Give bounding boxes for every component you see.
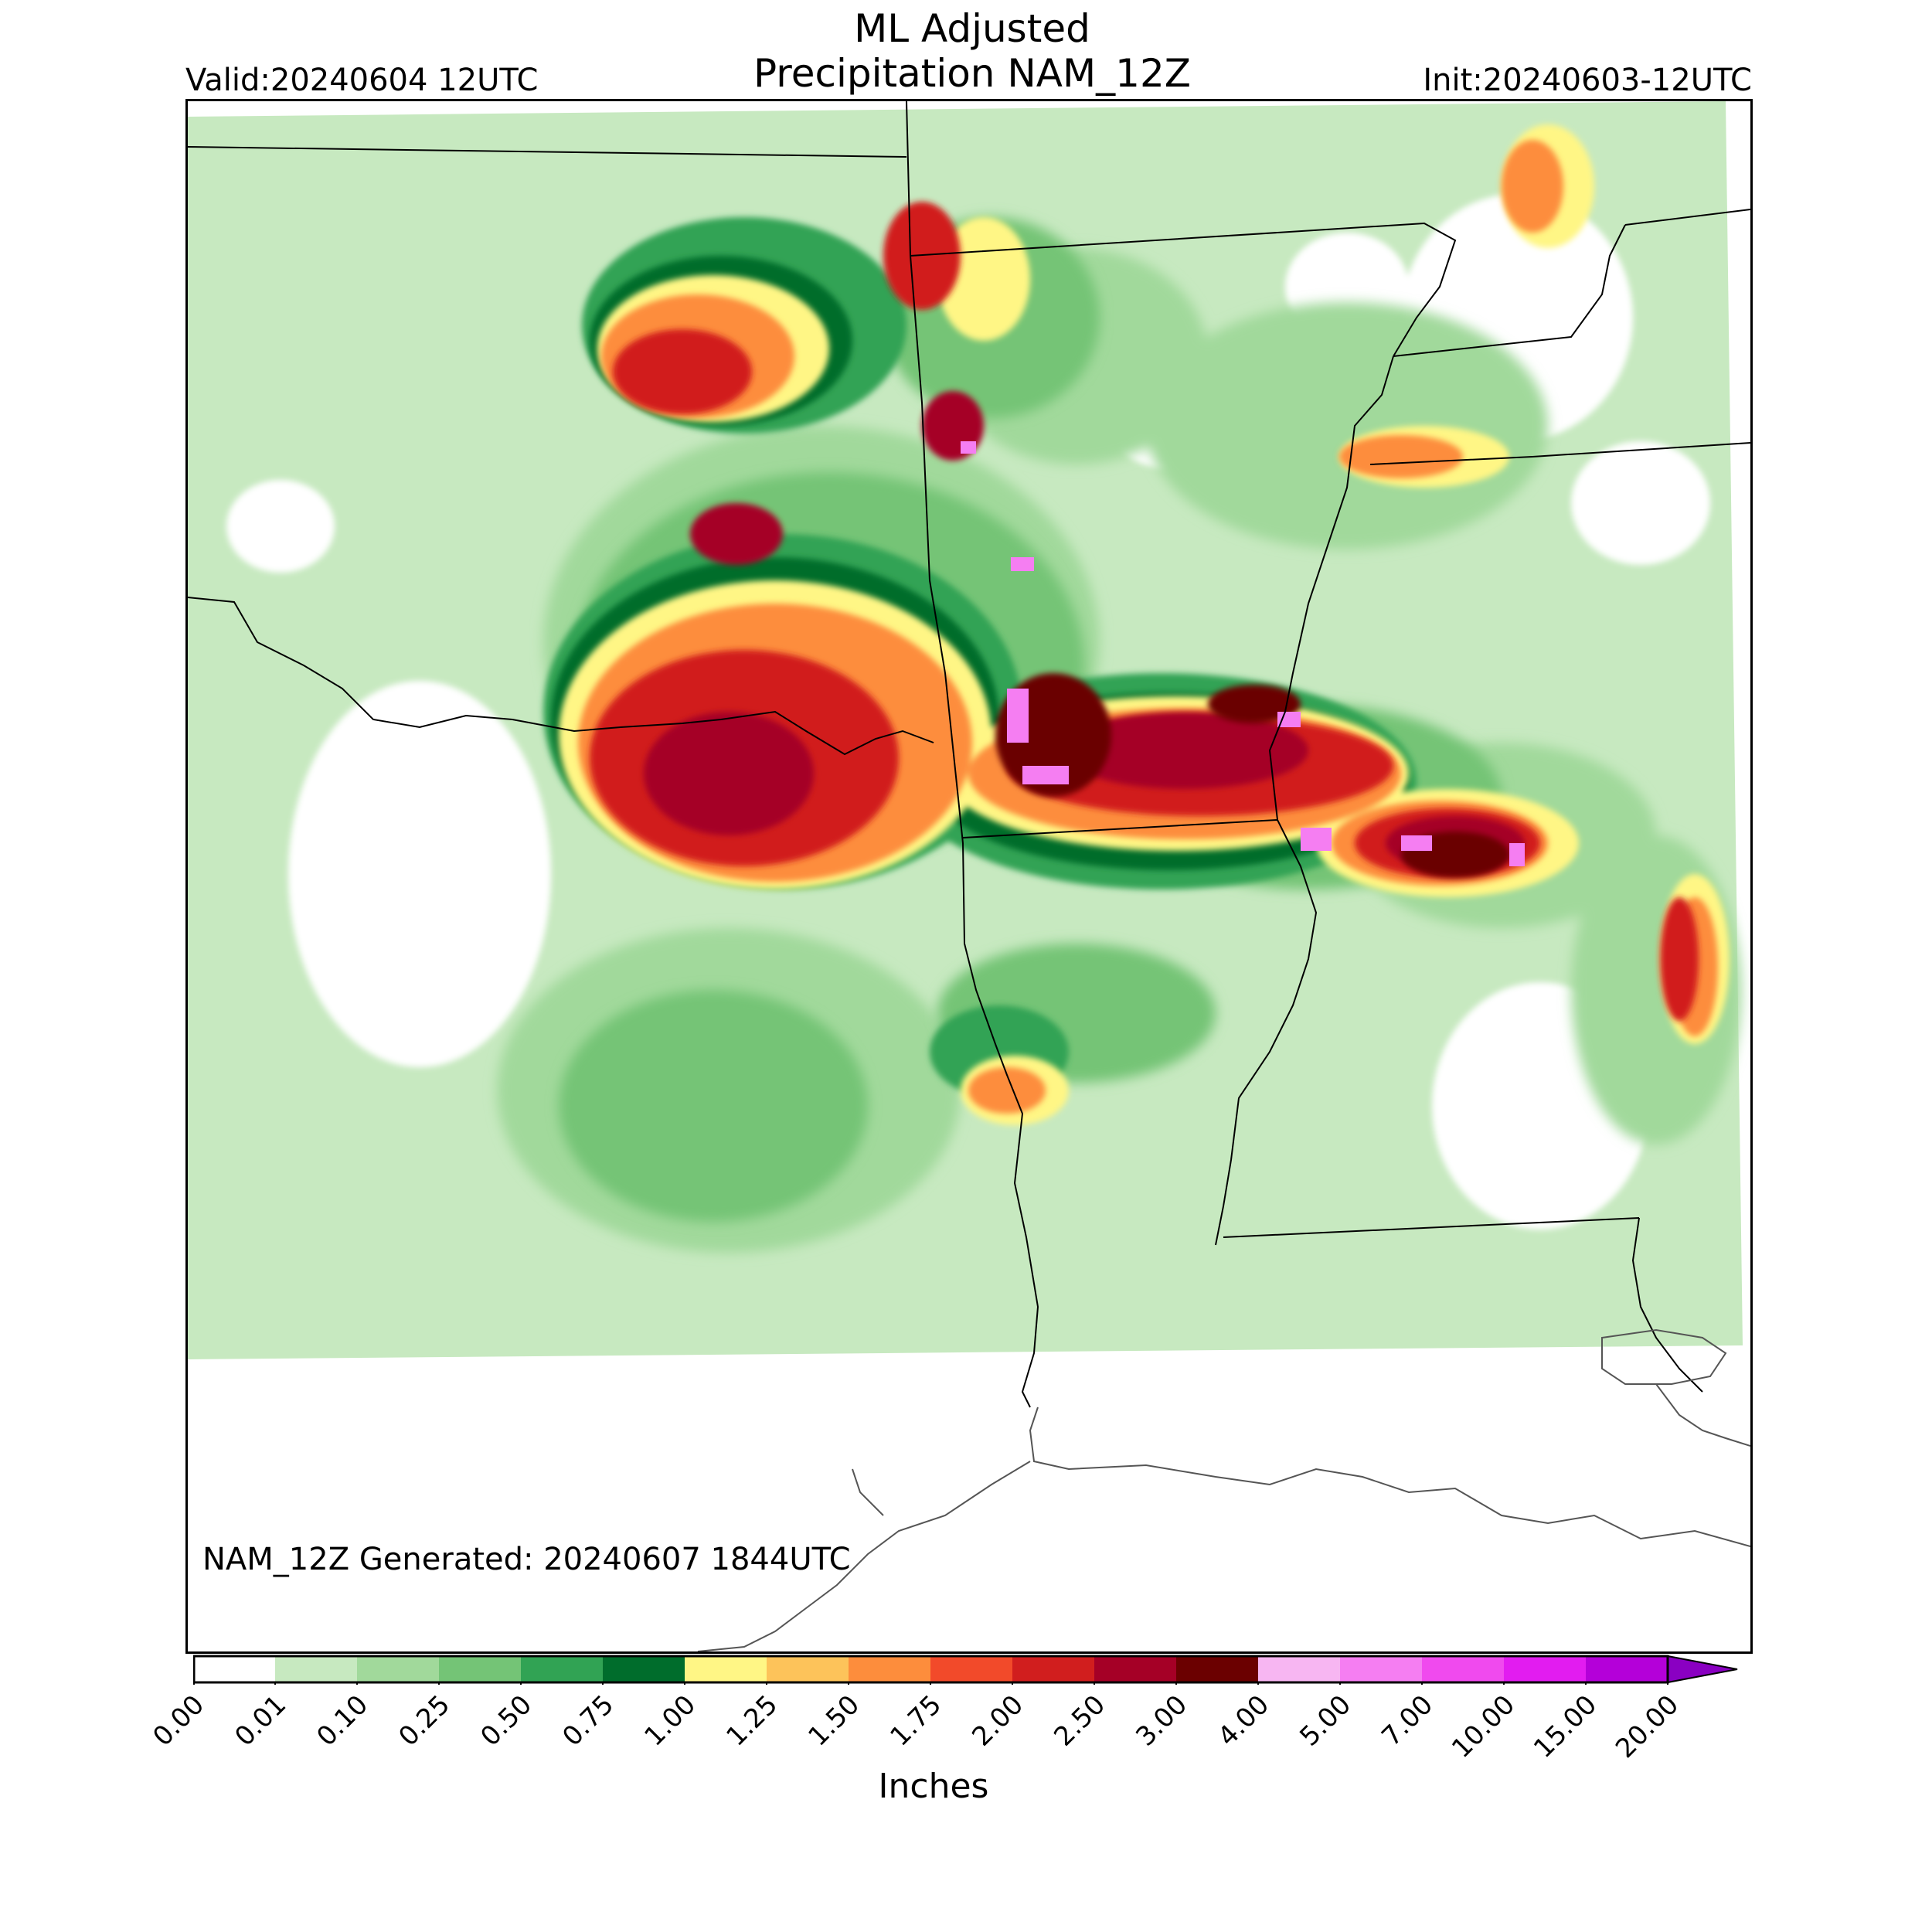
chart-title-line-1: ML Adjusted: [854, 6, 1090, 51]
extreme-precip: [961, 441, 1525, 866]
colorbar-tick-label: 0.00: [147, 1689, 211, 1753]
colorbar-tick-label: 1.50: [802, 1689, 866, 1753]
colorbar-segment: [930, 1656, 1012, 1682]
colorbar-extend-arrow: [1667, 1655, 1738, 1684]
colorbar-segment: [849, 1656, 930, 1682]
colorbar-tick-label: 0.75: [556, 1689, 621, 1753]
state-boundaries: [188, 101, 1750, 1408]
colorbar-tick-label: 3.00: [1130, 1689, 1194, 1753]
colorbar-label: Inches: [878, 1767, 989, 1806]
colorbar-segment: [439, 1656, 521, 1682]
colorbar-tick-label: 2.00: [966, 1689, 1030, 1753]
colorbar-segment: [1012, 1656, 1094, 1682]
coastline: [697, 1328, 1750, 1651]
colorbar-segment: [1422, 1656, 1504, 1682]
colorbar-tick-label: 0.10: [311, 1689, 375, 1753]
colorbar-tick-label: 2.50: [1048, 1689, 1112, 1753]
colorbar-segment: [767, 1656, 849, 1682]
colorbar-segment: [1176, 1656, 1258, 1682]
colorbar-segment: [1340, 1656, 1422, 1682]
precipitation-map-canvas: [188, 101, 1750, 1651]
chart-title-line-2: Precipitation NAM_12Z: [753, 51, 1192, 96]
colorbar-tick-label: 15.00: [1528, 1689, 1604, 1764]
dark-red-precip: [644, 391, 1525, 870]
colorbar-tick-label: 7.00: [1376, 1689, 1440, 1753]
colorbar-segment: [521, 1656, 603, 1682]
colorbar-segment: [193, 1656, 275, 1682]
init-time-label: Init:20240603-12UTC: [1423, 63, 1752, 98]
colorbar-segment: [1586, 1656, 1668, 1682]
colorbar-tick-label: 10.00: [1446, 1689, 1522, 1764]
colorbar-tick-label: 0.50: [474, 1689, 539, 1753]
colorbar-tick-label: 1.25: [720, 1689, 784, 1753]
colorbar-tick-label: 5.00: [1294, 1689, 1358, 1753]
valid-time-label: Valid:20240604 12UTC: [185, 63, 539, 98]
colorbar-segment: [357, 1656, 439, 1682]
colorbar: [193, 1655, 1738, 1685]
colorbar-tick-label: 1.75: [884, 1689, 948, 1753]
colorbar-tick-label: 4.00: [1212, 1689, 1276, 1753]
colorbar-segment: [1094, 1656, 1176, 1682]
colorbar-tick-label: 1.00: [638, 1689, 702, 1753]
colorbar-tick-label: 0.01: [229, 1689, 293, 1753]
colorbar-segment: [685, 1656, 767, 1682]
colorbar-tick-label: 20.00: [1610, 1689, 1685, 1764]
colorbar-segment: [603, 1656, 685, 1682]
colorbar-segment: [275, 1656, 357, 1682]
colorbar-segment: [1258, 1656, 1340, 1682]
generated-timestamp: NAM_12Z Generated: 20240607 1844UTC: [202, 1542, 851, 1577]
colorbar-segment: [1504, 1656, 1586, 1682]
colorbar-tick-label: 0.25: [393, 1689, 457, 1753]
precipitation-map: [185, 99, 1753, 1654]
